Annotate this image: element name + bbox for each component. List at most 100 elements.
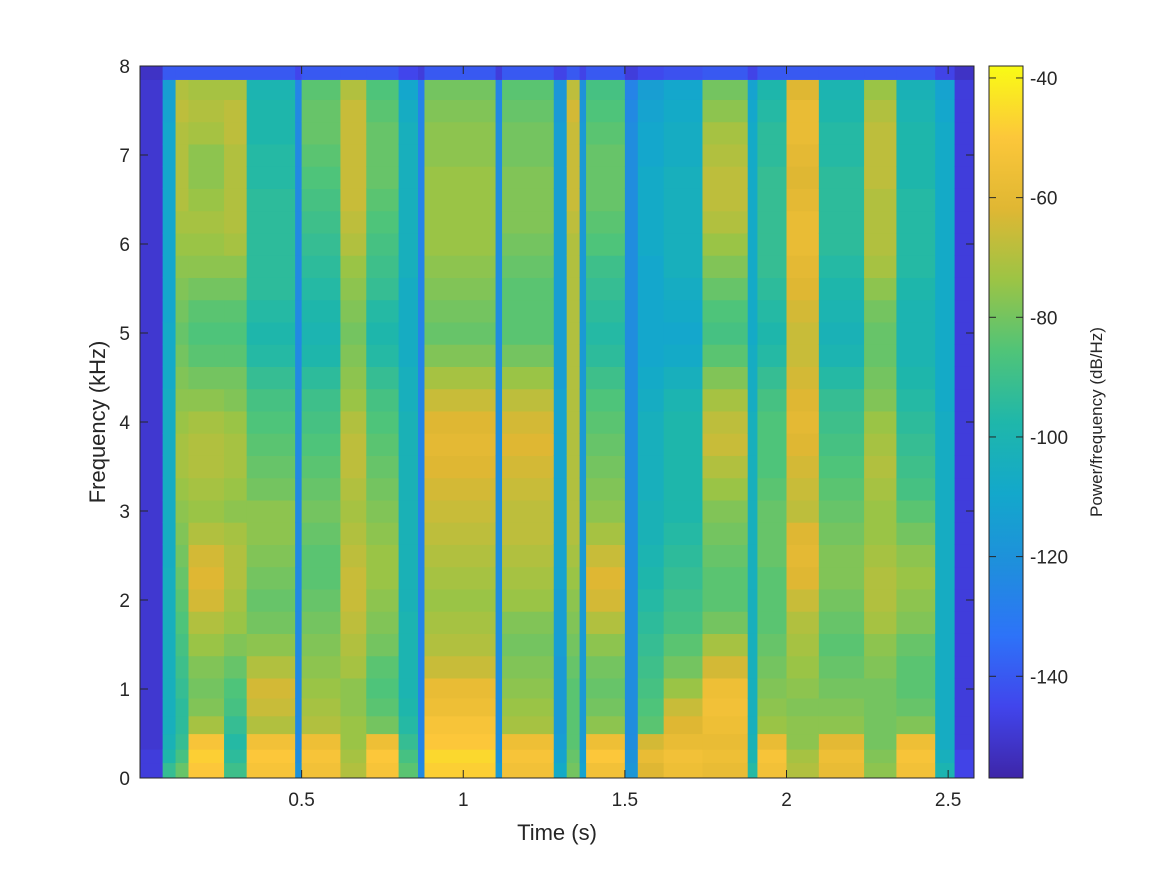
heatmap-cell <box>502 388 555 412</box>
heatmap-cell <box>424 79 497 100</box>
heatmap-cell <box>224 477 248 501</box>
heatmap-cell <box>579 344 587 367</box>
heatmap-cell <box>162 210 177 234</box>
heatmap-cell <box>188 762 225 778</box>
heatmap-cell <box>624 522 639 545</box>
heatmap-cell <box>624 143 639 167</box>
heatmap-cell <box>301 188 342 212</box>
heatmap-cell <box>757 210 788 234</box>
heatmap-cell <box>366 697 400 717</box>
colorbar-tick-label: -80 <box>1030 308 1057 329</box>
heatmap-cell <box>188 749 225 764</box>
heatmap-cell <box>864 588 898 612</box>
heatmap-cell <box>301 321 342 345</box>
heatmap-cell <box>140 588 164 612</box>
heatmap-cell <box>637 749 665 764</box>
heatmap-cell <box>418 633 426 657</box>
heatmap-cell <box>140 677 164 699</box>
heatmap-cell <box>140 544 164 568</box>
heatmap-cell <box>896 733 936 750</box>
heatmap-cell <box>424 477 497 501</box>
heatmap-cell <box>295 733 303 750</box>
heatmap-cell <box>366 232 400 256</box>
heatmap-cell <box>418 477 426 501</box>
heatmap-cell <box>624 455 639 479</box>
heatmap-cell <box>366 188 400 212</box>
heatmap-cell <box>418 188 426 212</box>
heatmap-cell <box>786 749 820 764</box>
heatmap-cell <box>757 344 788 367</box>
heatmap-cell <box>702 749 749 764</box>
heatmap-cell <box>864 715 898 735</box>
heatmap-cell <box>818 321 865 345</box>
heatmap-cell <box>579 188 587 212</box>
heatmap-cell <box>424 522 497 545</box>
heatmap-cell <box>757 588 788 612</box>
heatmap-cell <box>786 99 820 123</box>
heatmap-cell <box>366 344 400 367</box>
heatmap-cell <box>935 611 956 634</box>
heatmap-cell <box>896 66 936 80</box>
y-tick-label: 0 <box>119 769 130 790</box>
heatmap-cell <box>566 697 581 717</box>
heatmap-cell <box>786 410 820 434</box>
heatmap-cell <box>418 499 426 523</box>
heatmap-cell <box>495 79 503 100</box>
heatmap-cell <box>162 188 177 212</box>
heatmap-cell <box>579 166 587 189</box>
heatmap-cell <box>586 522 626 545</box>
heatmap-cell <box>579 66 587 80</box>
heatmap-cell <box>637 544 665 568</box>
heatmap-cell <box>246 522 296 545</box>
heatmap-cell <box>935 697 956 717</box>
heatmap-cell <box>140 749 164 764</box>
heatmap-cell <box>188 522 225 545</box>
heatmap-cell <box>579 321 587 345</box>
heatmap-cell <box>162 499 177 523</box>
heatmap-cell <box>495 433 503 456</box>
heatmap-cell <box>295 544 303 568</box>
heatmap-cell <box>301 544 342 568</box>
heatmap-cell <box>786 388 820 412</box>
heatmap-cell <box>864 143 898 167</box>
heatmap-cell <box>663 633 704 657</box>
heatmap-cell <box>418 232 426 256</box>
heatmap-cell <box>702 455 749 479</box>
heatmap-cell <box>566 544 581 568</box>
heatmap-cell <box>553 697 568 717</box>
heatmap-cell <box>757 633 788 657</box>
heatmap-cell <box>786 255 820 278</box>
heatmap-cell <box>188 321 225 345</box>
heatmap-cell <box>175 733 190 750</box>
heatmap-cell <box>864 477 898 501</box>
heatmap-cell <box>175 66 190 80</box>
heatmap-cell <box>246 121 296 145</box>
heatmap-cell <box>935 522 956 545</box>
heatmap-cell <box>786 143 820 167</box>
heatmap-cell <box>663 410 704 434</box>
heatmap-cell <box>896 210 936 234</box>
heatmap-cell <box>818 188 865 212</box>
heatmap-cell <box>786 166 820 189</box>
heatmap-cell <box>624 410 639 434</box>
heatmap-cell <box>637 232 665 256</box>
heatmap-cell <box>162 611 177 634</box>
heatmap-cell <box>340 166 367 189</box>
heatmap-cell <box>188 697 225 717</box>
heatmap-cell <box>366 210 400 234</box>
heatmap-cell <box>502 232 555 256</box>
heatmap-cell <box>188 477 225 501</box>
heatmap-cell <box>162 366 177 390</box>
heatmap-cell <box>301 121 342 145</box>
heatmap-cell <box>954 433 974 456</box>
heatmap-cell <box>864 749 898 764</box>
heatmap-cell <box>954 566 974 590</box>
heatmap-cell <box>586 611 626 634</box>
heatmap-cell <box>418 99 426 123</box>
heatmap-cell <box>398 715 419 735</box>
heatmap-cell <box>246 255 296 278</box>
heatmap-cell <box>366 143 400 167</box>
heatmap-cell <box>175 655 190 679</box>
heatmap-cell <box>786 66 820 80</box>
heatmap-cell <box>864 388 898 412</box>
